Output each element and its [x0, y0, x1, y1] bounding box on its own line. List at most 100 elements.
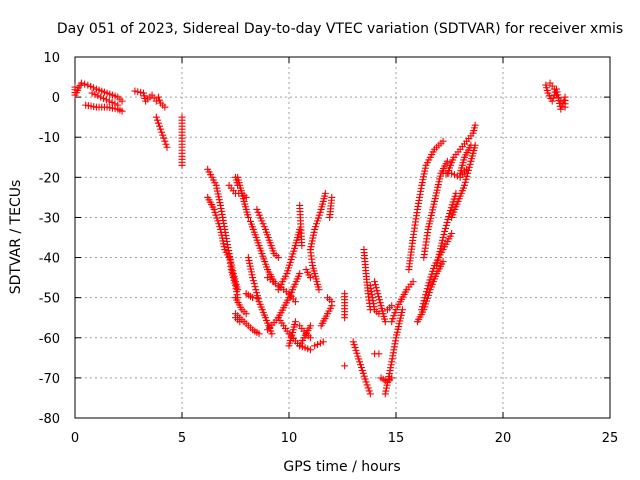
data-point — [249, 274, 257, 282]
data-point — [375, 296, 383, 304]
data-point — [244, 213, 252, 221]
data-point — [306, 322, 314, 330]
data-point — [242, 310, 250, 318]
data-point — [156, 122, 164, 130]
data-point — [464, 169, 472, 177]
data-point — [366, 390, 374, 398]
data-point — [178, 161, 186, 169]
data-point — [390, 312, 398, 320]
data-point — [372, 284, 380, 292]
data-point — [551, 88, 559, 96]
y-tick-label: -30 — [39, 211, 60, 226]
data-point — [462, 175, 470, 183]
data-point — [321, 189, 329, 197]
y-tick-label: -10 — [39, 131, 60, 146]
data-point — [386, 367, 394, 375]
data-point — [253, 292, 261, 300]
data-point — [251, 283, 259, 291]
y-tick-label: -20 — [39, 171, 60, 186]
data-point — [374, 290, 382, 298]
data-point — [118, 107, 126, 115]
data-point — [439, 258, 447, 266]
data-point — [373, 287, 381, 295]
data-point — [291, 318, 299, 326]
data-point — [157, 125, 165, 133]
data-point — [381, 318, 389, 326]
data-point — [81, 80, 89, 88]
data-point — [319, 338, 327, 346]
data-point — [422, 288, 430, 296]
data-point — [391, 309, 399, 317]
data-point — [388, 318, 396, 326]
data-point — [341, 314, 349, 322]
grid-lines — [75, 57, 610, 418]
x-tick-label: 10 — [281, 431, 298, 446]
data-point — [362, 378, 370, 386]
data-point — [441, 224, 449, 232]
data-point — [439, 137, 447, 145]
data-point — [465, 163, 473, 171]
data-point — [421, 294, 429, 302]
data-point — [443, 218, 451, 226]
data-point — [471, 121, 479, 129]
data-point — [161, 137, 169, 145]
data-point — [254, 295, 262, 303]
data-point — [463, 172, 471, 180]
data-point — [160, 134, 168, 142]
y-tick-label: -60 — [39, 332, 60, 347]
data-point — [154, 119, 162, 127]
data-point — [443, 157, 451, 165]
data-point — [341, 362, 349, 370]
data-point — [442, 221, 450, 229]
data-point — [118, 97, 126, 105]
data-point — [382, 384, 390, 392]
data-point — [548, 97, 556, 105]
data-point — [387, 361, 395, 369]
data-point — [418, 306, 426, 314]
data-point — [550, 85, 558, 93]
data-point — [291, 298, 299, 306]
data-point — [236, 318, 244, 326]
data-point — [371, 281, 379, 289]
data-point — [441, 227, 449, 235]
x-tick-label: 25 — [602, 431, 619, 446]
chart-title: Day 051 of 2023, Sidereal Day-to-day VTE… — [57, 21, 623, 37]
data-point — [161, 103, 169, 111]
data-point — [389, 315, 397, 323]
data-point — [306, 334, 314, 342]
data-point — [440, 230, 448, 238]
data-point — [156, 96, 164, 104]
data-point — [298, 242, 306, 250]
data-point — [444, 215, 452, 223]
data-point — [365, 387, 373, 395]
data-point — [363, 381, 371, 389]
x-tick-label: 15 — [388, 431, 405, 446]
y-tick-label: -80 — [39, 412, 60, 427]
data-point — [328, 193, 336, 201]
data-point — [158, 128, 166, 136]
data-point — [153, 116, 161, 124]
data-point — [152, 113, 160, 121]
data-point — [448, 229, 456, 237]
data-point — [439, 234, 447, 241]
data-point — [445, 212, 453, 220]
data-point — [252, 286, 260, 294]
plot-frame — [74, 56, 611, 419]
data-point — [385, 372, 393, 380]
data-point — [375, 293, 383, 301]
data-point — [268, 330, 276, 338]
data-point — [296, 270, 304, 278]
data-point — [388, 374, 396, 382]
data-point — [384, 375, 392, 383]
data-point — [385, 370, 393, 378]
data-point — [306, 274, 314, 282]
data-point — [419, 300, 427, 308]
data-point — [422, 291, 430, 299]
data-point — [388, 302, 396, 310]
data-point — [418, 303, 426, 311]
axis-ticks — [74, 56, 611, 419]
data-point — [381, 390, 389, 398]
y-tick-label: -70 — [39, 372, 60, 387]
data-point — [561, 103, 569, 111]
